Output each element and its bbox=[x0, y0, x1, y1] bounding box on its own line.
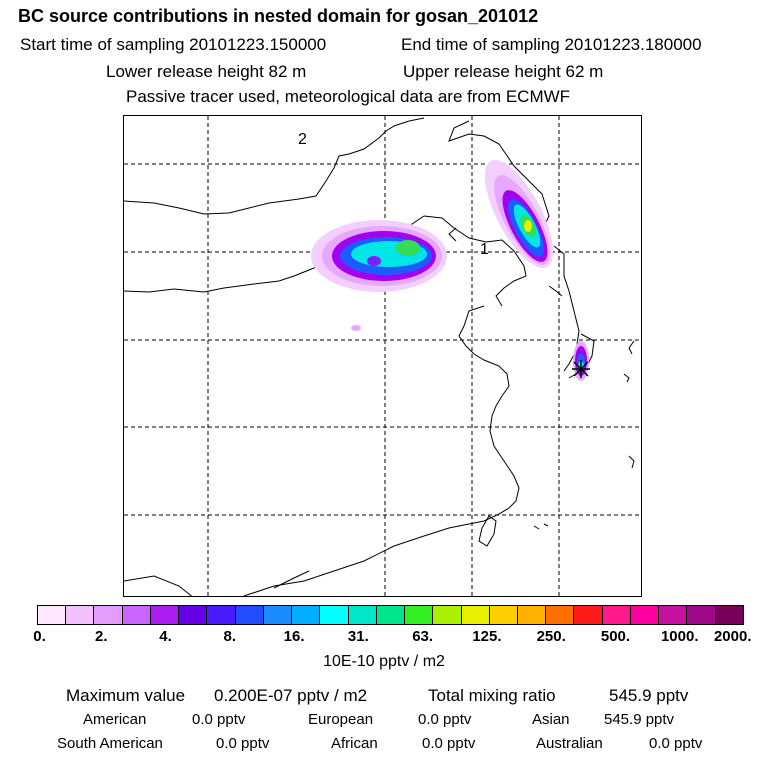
map-canvas: 2 1 bbox=[124, 116, 641, 596]
colorbar-cell bbox=[66, 606, 95, 624]
colorbar-unit-label: 10E-10 pptv / m2 bbox=[323, 653, 445, 670]
colorbar-cell bbox=[602, 606, 631, 624]
colorbar-cell bbox=[292, 606, 321, 624]
colorbar-tick-label: 1000. bbox=[660, 628, 699, 645]
colorbar-cell bbox=[150, 606, 180, 624]
region-european-value: 0.0 pptv bbox=[418, 711, 472, 728]
coastlines-borders bbox=[124, 117, 635, 596]
colorbar-tick-label: 4. bbox=[159, 628, 172, 645]
colorbar-cell bbox=[348, 606, 377, 624]
end-time-label: End time of sampling 20101223.180000 bbox=[401, 35, 702, 54]
region-asian-label: Asian bbox=[532, 711, 570, 728]
region-south-american-value: 0.0 pptv bbox=[216, 735, 270, 752]
colorbar-cell bbox=[376, 606, 406, 624]
region-american-label: American bbox=[83, 711, 147, 728]
lower-release-height-label: Lower release height 82 m bbox=[106, 62, 307, 81]
colorbar-cell bbox=[235, 606, 264, 624]
colorbar-cell bbox=[489, 606, 518, 624]
colorbar-cell bbox=[263, 606, 293, 624]
colorbar-tick-label: 2000. bbox=[713, 628, 752, 645]
colorbar-cell bbox=[461, 606, 490, 624]
plume-northeast bbox=[484, 160, 554, 268]
colorbar-cell bbox=[687, 606, 716, 624]
colorbar-cell bbox=[659, 606, 688, 624]
colorbar-cell bbox=[433, 606, 462, 624]
start-time-label: Start time of sampling 20101223.150000 bbox=[20, 35, 327, 54]
colorbar-tick-label: 16. bbox=[283, 628, 305, 645]
colorbar-cell bbox=[320, 606, 349, 624]
colorbar-tick-label: 0. bbox=[33, 628, 46, 645]
upper-release-height-label: Upper release height 62 m bbox=[403, 62, 604, 81]
max-value: 0.200E-07 pptv / m2 bbox=[214, 686, 368, 705]
map-panel: 2 1 bbox=[123, 115, 642, 597]
colorbar-cell bbox=[122, 606, 151, 624]
colorbar-cell bbox=[546, 606, 575, 624]
region-australian-value: 0.0 pptv bbox=[649, 735, 703, 752]
region-south-american-label: South American bbox=[57, 735, 163, 752]
plume-northwest bbox=[311, 220, 447, 331]
total-mixing-ratio-label: Total mixing ratio bbox=[428, 686, 556, 705]
colorbar-tick-label: 250. bbox=[536, 628, 566, 645]
colorbar-cell bbox=[715, 606, 743, 624]
colorbar-tick-label: 8. bbox=[223, 628, 237, 645]
map-marker-label-1: 1 bbox=[480, 241, 489, 258]
colorbar-cell bbox=[38, 606, 67, 624]
map-title: BC source contributions in nested domain… bbox=[18, 6, 539, 26]
colorbar-tick-label: 31. bbox=[347, 628, 369, 645]
colorbar-tick-label: 125. bbox=[472, 628, 502, 645]
region-european-label: European bbox=[308, 711, 374, 728]
colorbar-tick-label: 63. bbox=[412, 628, 434, 645]
receptor-marker-icon bbox=[572, 360, 590, 378]
colorbar-cell bbox=[517, 606, 547, 624]
colorbar-cell bbox=[94, 606, 123, 624]
colorbar-cell bbox=[179, 606, 208, 624]
map-marker-label-2: 2 bbox=[298, 131, 307, 148]
region-asian-value: 545.9 pptv bbox=[604, 711, 675, 728]
total-mixing-ratio-value: 545.9 pptv bbox=[609, 686, 689, 705]
region-australian-label: Australian bbox=[536, 735, 603, 752]
colorbar-tick-label: 500. bbox=[600, 628, 631, 645]
region-african-value: 0.0 pptv bbox=[422, 735, 476, 752]
colorbar-tick-label: 2. bbox=[95, 628, 108, 645]
colorbar-cell bbox=[207, 606, 236, 624]
colorbar-cell bbox=[574, 606, 603, 624]
region-african-label: African bbox=[331, 735, 378, 752]
region-american-value: 0.0 pptv bbox=[192, 711, 246, 728]
tracer-info-label: Passive tracer used, meteorological data… bbox=[126, 87, 571, 106]
graticule bbox=[124, 116, 641, 596]
colorbar-cell bbox=[630, 606, 660, 624]
colorbar bbox=[37, 605, 744, 625]
max-value-label: Maximum value bbox=[66, 686, 186, 705]
colorbar-cell bbox=[405, 606, 434, 624]
